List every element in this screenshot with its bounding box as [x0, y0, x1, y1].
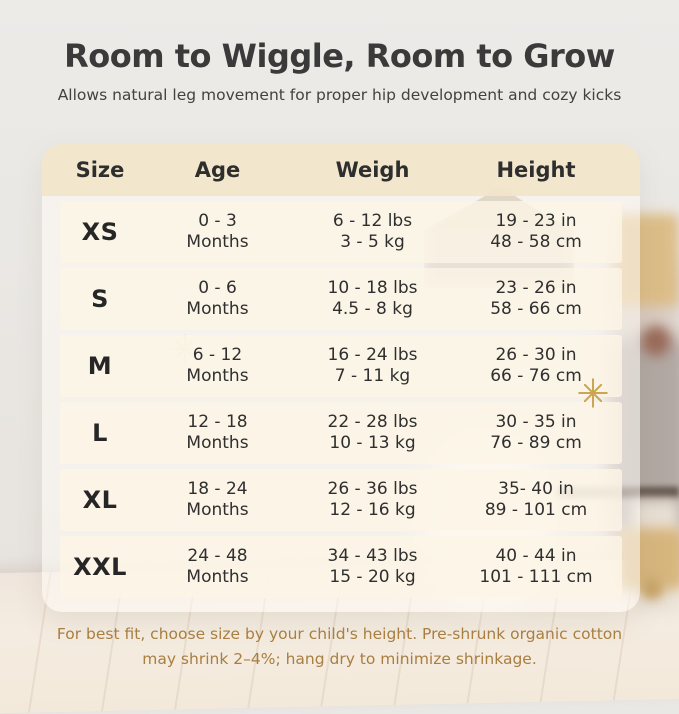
height-cell: 40 - 44 in 101 - 111 cm — [450, 546, 622, 588]
age-unit: Months — [186, 366, 249, 386]
height-in: 19 - 23 in — [495, 211, 577, 231]
age-cell: 18 - 24 Months — [140, 479, 295, 521]
size-label: XS — [81, 217, 119, 246]
height-cell: 26 - 30 in 66 - 76 cm — [450, 345, 622, 387]
column-header-height: Height — [496, 158, 576, 182]
table-row-s: S 0 - 6 Months 10 - 18 lbs 4.5 - 8 kg 23… — [60, 268, 622, 330]
weigh-cell: 16 - 24 lbs 7 - 11 kg — [295, 345, 450, 387]
age-cell: 6 - 12 Months — [140, 345, 295, 387]
size-chart-panel: Size Age Weigh Height XS 0 - 3 Months 6 … — [42, 144, 640, 612]
weigh-lbs: 16 - 24 lbs — [327, 345, 418, 365]
age-cell: 12 - 18 Months — [140, 412, 295, 454]
weigh-kg: 15 - 20 kg — [329, 567, 416, 587]
height-in: 26 - 30 in — [495, 345, 577, 365]
height-in: 30 - 35 in — [495, 412, 577, 432]
weigh-cell: 34 - 43 lbs 15 - 20 kg — [295, 546, 450, 588]
height-in: 35- 40 in — [498, 479, 574, 499]
height-cell: 30 - 35 in 76 - 89 cm — [450, 412, 622, 454]
age-unit: Months — [186, 433, 249, 453]
page-title: Room to Wiggle, Room to Grow — [64, 37, 615, 75]
weigh-lbs: 10 - 18 lbs — [327, 278, 418, 298]
weigh-cell: 6 - 12 lbs 3 - 5 kg — [295, 211, 450, 253]
table-row-xxl: XXL 24 - 48 Months 34 - 43 lbs 15 - 20 k… — [60, 536, 622, 598]
weigh-cell: 22 - 28 lbs 10 - 13 kg — [295, 412, 450, 454]
height-cell: 23 - 26 in 58 - 66 cm — [450, 278, 622, 320]
height-cm: 48 - 58 cm — [490, 232, 582, 252]
age-cell: 0 - 3 Months — [140, 211, 295, 253]
weigh-cell: 26 - 36 lbs 12 - 16 kg — [295, 479, 450, 521]
age-range: 0 - 6 — [198, 278, 237, 298]
size-label: S — [91, 284, 109, 313]
fit-note-line2: may shrink 2–4%; hang dry to minimize sh… — [142, 650, 537, 668]
height-cm: 101 - 111 cm — [479, 567, 593, 587]
size-label: L — [92, 418, 108, 447]
age-range: 12 - 18 — [187, 412, 248, 432]
plush-pompom-decoration — [641, 326, 671, 356]
size-label: XL — [82, 485, 118, 514]
age-range: 6 - 12 — [192, 345, 243, 365]
age-range: 0 - 3 — [198, 211, 237, 231]
height-cell: 19 - 23 in 48 - 58 cm — [450, 211, 622, 253]
column-header-weigh: Weigh — [335, 158, 410, 182]
size-label: M — [87, 351, 113, 380]
height-in: 23 - 26 in — [495, 278, 577, 298]
weigh-lbs: 26 - 36 lbs — [327, 479, 418, 499]
size-label: XXL — [73, 552, 127, 581]
table-body: XS 0 - 3 Months 6 - 12 lbs 3 - 5 kg 19 -… — [42, 201, 640, 598]
column-header-size: Size — [75, 158, 125, 182]
age-range: 24 - 48 — [187, 546, 248, 566]
fit-note-line1: For best fit, choose size by your child'… — [56, 625, 623, 643]
age-range: 18 - 24 — [187, 479, 248, 499]
age-unit: Months — [186, 299, 249, 319]
height-cm: 58 - 66 cm — [490, 299, 582, 319]
weigh-kg: 12 - 16 kg — [329, 500, 416, 520]
age-cell: 24 - 48 Months — [140, 546, 295, 588]
weigh-lbs: 22 - 28 lbs — [327, 412, 418, 432]
age-cell: 0 - 6 Months — [140, 278, 295, 320]
column-header-age: Age — [194, 158, 241, 182]
weigh-kg: 7 - 11 kg — [334, 366, 411, 386]
table-header-row: Size Age Weigh Height — [42, 144, 640, 196]
weigh-kg: 4.5 - 8 kg — [332, 299, 413, 319]
height-in: 40 - 44 in — [495, 546, 577, 566]
table-row-xl: XL 18 - 24 Months 26 - 36 lbs 12 - 16 kg… — [60, 469, 622, 531]
table-row-m: M 6 - 12 Months 16 - 24 lbs 7 - 11 kg 26… — [60, 335, 622, 397]
weigh-lbs: 34 - 43 lbs — [327, 546, 418, 566]
weigh-kg: 3 - 5 kg — [340, 232, 405, 252]
toy-car-wheel-decoration — [641, 578, 663, 600]
fit-note: For best fit, choose size by your child'… — [0, 622, 679, 672]
age-unit: Months — [186, 500, 249, 520]
height-cm: 76 - 89 cm — [490, 433, 582, 453]
weigh-cell: 10 - 18 lbs 4.5 - 8 kg — [295, 278, 450, 320]
table-row-l: L 12 - 18 Months 22 - 28 lbs 10 - 13 kg … — [60, 402, 622, 464]
page-subtitle: Allows natural leg movement for proper h… — [57, 86, 622, 104]
table-row-xs: XS 0 - 3 Months 6 - 12 lbs 3 - 5 kg 19 -… — [60, 201, 622, 263]
weigh-lbs: 6 - 12 lbs — [332, 211, 413, 231]
height-cm: 89 - 101 cm — [484, 500, 588, 520]
height-cell: 35- 40 in 89 - 101 cm — [450, 479, 622, 521]
sparkle-icon — [578, 378, 608, 408]
age-unit: Months — [186, 567, 249, 587]
weigh-kg: 10 - 13 kg — [329, 433, 416, 453]
height-cm: 66 - 76 cm — [490, 366, 582, 386]
age-unit: Months — [186, 232, 249, 252]
